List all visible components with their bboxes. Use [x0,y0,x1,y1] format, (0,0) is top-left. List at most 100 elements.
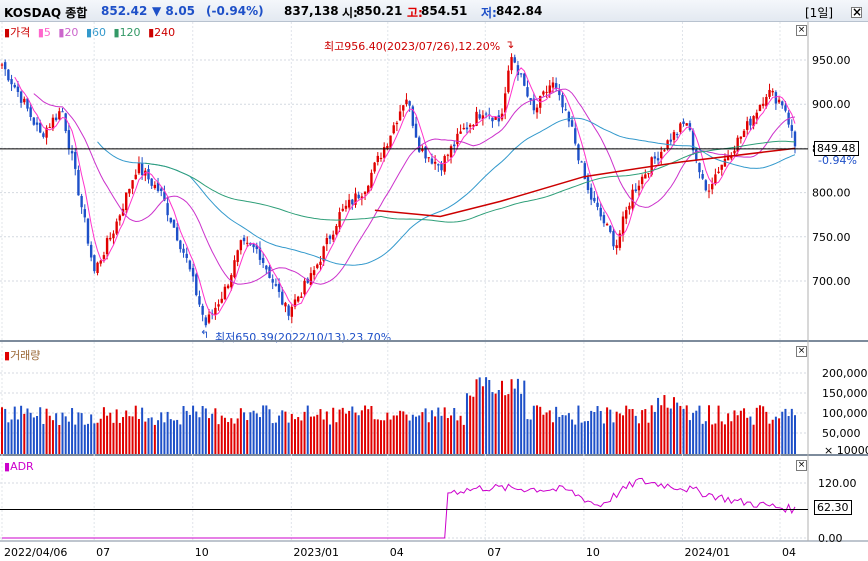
window-control[interactable]: × [851,5,862,19]
volume-bar [440,415,443,454]
volume-bar [325,411,328,454]
candle-body [131,180,134,189]
current-pct-label: -0.94% [818,154,857,167]
candle-body [179,240,182,250]
candle-body [669,139,672,142]
candle-body [637,185,641,191]
volume-bar [153,424,156,454]
candle-body [736,137,739,152]
volume-bar [695,410,698,454]
volume-bar [236,418,239,454]
candle-body [408,101,411,106]
candle-body [23,98,26,103]
candle-body [589,187,593,200]
legend-ma60: 60 [92,26,106,39]
candle-body [226,285,230,289]
candle-body [726,156,730,161]
volume-bar [631,409,634,454]
legend-ma20: 20 [64,26,79,39]
candle-body [10,79,13,85]
volume-bar [297,417,300,454]
volume-bar [720,421,723,454]
candle-body [634,189,637,192]
candle-body [523,73,526,86]
volume-bar [58,424,61,454]
volume-bar [644,409,647,454]
candle-body [602,215,606,224]
price-panel-close-icon[interactable]: × [796,25,807,36]
candle-body [150,178,153,186]
volume-bar [4,408,7,454]
volume-bar [26,408,29,454]
volume-bar [465,393,468,454]
volume-bar [555,406,558,454]
candle-body [386,145,389,149]
volume-bar [733,410,736,454]
volume-bar [230,418,233,454]
volume-bar [708,405,711,454]
volume-bar [192,405,195,454]
adr-panel-close-icon[interactable]: × [796,460,807,471]
volume-bar [357,415,360,454]
candle-body [246,242,249,244]
candle-body [691,130,695,151]
candle-body [513,57,516,63]
volume-bar [472,396,475,454]
volume-bar [453,407,456,454]
candle-body [535,107,539,113]
candle-body [268,266,271,278]
volume-bar [268,409,271,454]
volume-bar [746,417,749,454]
candle-body [93,255,96,272]
volume-bar [300,420,303,454]
candle-body [160,188,163,192]
volume-bar [434,416,437,454]
candle-body [761,103,765,106]
candle-body [618,233,622,248]
volume-bar [106,415,109,454]
window-close-icon[interactable]: × [851,5,863,19]
volume-bar [609,409,612,454]
volume-bar [13,406,16,454]
volume-bar [586,420,589,454]
volume-bar [507,394,510,454]
volume-panel-close-icon[interactable]: × [796,346,807,357]
volume-bar [20,405,23,454]
candle-body [733,150,736,154]
candle-body [191,267,195,277]
volume-bar [64,416,67,454]
volume-bar [634,415,637,454]
current-price-label: 849.48 [814,141,859,156]
candle-body [382,147,386,158]
volume-unit-label: × 10000 [824,444,868,457]
volume-bar [501,380,504,454]
volume-bar [160,412,163,454]
volume-bar [778,418,781,454]
candle-body [481,115,485,120]
adr-title: ADR [10,460,34,473]
period-selector[interactable]: [1일] [805,6,834,20]
volume-bar [787,416,790,454]
volume-bar [322,419,325,454]
volume-bar [424,408,427,454]
volume-bar [364,405,367,454]
candle-body [392,125,395,134]
volume-bar [781,411,784,454]
volume-bar [567,413,570,454]
volume-bar [258,417,261,454]
candle-body [656,158,660,161]
volume-bar [1,407,3,454]
volume-bar [233,423,236,454]
volume-bar [389,419,392,454]
candle-body [491,117,494,122]
candle-body [781,101,784,106]
open-value: 850.21 [356,4,403,18]
candle-body [478,114,481,119]
volume-bar [96,422,99,454]
candle-body [265,265,268,270]
candle-body [660,151,663,159]
volume-bar [332,407,335,454]
volume-bar [373,419,376,454]
volume-bar [641,410,644,454]
volume-bar [421,412,424,454]
